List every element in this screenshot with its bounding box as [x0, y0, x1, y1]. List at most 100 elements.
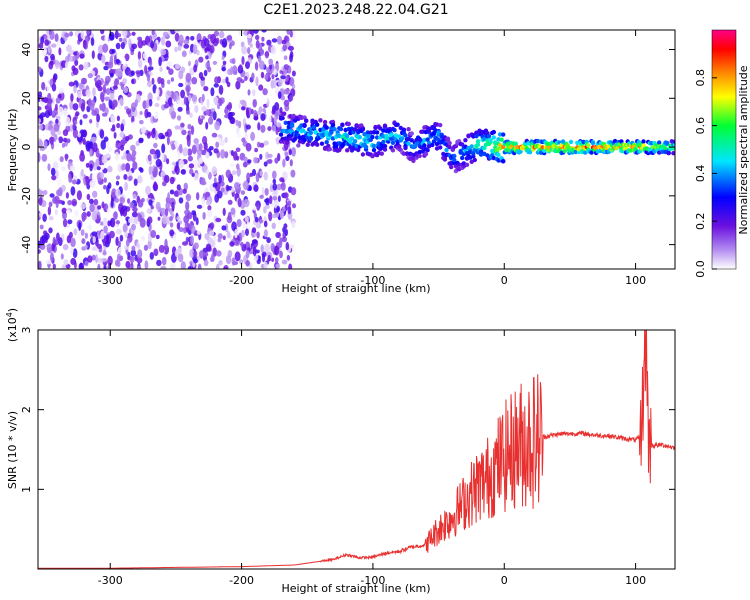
noise-blob — [286, 254, 291, 261]
noise-blob — [178, 197, 184, 204]
ridge-blob — [374, 135, 380, 140]
noise-blob — [82, 137, 86, 145]
noise-blob — [72, 103, 79, 111]
noise-blob — [252, 246, 257, 257]
spectrogram-y-ticks: -40 -20 0 20 40 — [20, 43, 675, 254]
noise-blob — [283, 55, 288, 60]
noise-blob — [53, 123, 60, 132]
noise-blob — [191, 210, 197, 216]
ridge-blob — [288, 136, 293, 141]
noise-blob — [252, 205, 257, 211]
noise-blob — [153, 181, 158, 191]
noise-blob — [217, 233, 223, 240]
noise-blob — [110, 197, 114, 208]
noise-blob — [92, 190, 98, 198]
noise-blob — [99, 129, 105, 139]
ridge-blob — [472, 157, 477, 163]
noise-blob — [139, 167, 144, 173]
noise-blob — [86, 211, 91, 217]
noise-blob — [149, 252, 154, 260]
noise-blob — [155, 87, 160, 97]
noise-blob — [223, 266, 228, 269]
noise-blob — [113, 211, 118, 220]
noise-blob — [201, 198, 205, 208]
noise-blob — [97, 263, 101, 269]
noise-blob — [110, 115, 116, 123]
ridge-blob — [449, 164, 454, 170]
noise-blob — [121, 155, 125, 160]
noise-blob — [89, 148, 93, 157]
noise-blob — [204, 232, 210, 240]
noise-blob — [153, 153, 157, 160]
ridge-blob — [491, 135, 496, 140]
colorbar-gradient — [711, 29, 737, 270]
noise-blob — [117, 246, 124, 255]
noise-blob — [101, 154, 108, 164]
noise-blob — [52, 75, 57, 84]
noise-blob — [124, 53, 130, 62]
noise-blob — [135, 70, 141, 75]
noise-blob — [147, 92, 153, 102]
noise-blob — [91, 231, 98, 236]
noise-blob — [57, 39, 61, 47]
noise-blob — [281, 39, 286, 45]
noise-blob — [160, 170, 166, 177]
ridge-blob — [278, 132, 284, 137]
ridge-blob — [379, 151, 384, 156]
noise-blob — [101, 201, 105, 209]
noise-blob — [191, 94, 198, 103]
noise-blob — [227, 101, 232, 112]
noise-blob — [166, 79, 171, 85]
noise-blob — [64, 32, 70, 38]
noise-blob — [46, 83, 51, 92]
spectrogram-x-ticks: -300 -200 -100 0 100 — [98, 30, 646, 287]
noise-blob — [111, 49, 116, 54]
snr-series-line — [38, 330, 675, 569]
noise-blob — [106, 234, 110, 244]
noise-blob — [223, 190, 228, 196]
noise-blob — [80, 203, 87, 210]
noise-blob — [147, 239, 152, 250]
ridge-blob — [420, 129, 425, 134]
noise-blob — [136, 113, 142, 120]
ridge-blob — [281, 111, 287, 116]
noise-blob — [204, 191, 211, 197]
noise-blob — [184, 221, 189, 228]
noise-blob — [167, 192, 171, 202]
noise-blob — [263, 171, 268, 181]
noise-blob — [77, 132, 82, 138]
noise-blob — [125, 238, 130, 247]
noise-blob — [275, 263, 281, 269]
noise-blob — [137, 212, 141, 219]
noise-blob — [85, 162, 90, 168]
ridge-blob — [302, 137, 307, 143]
noise-blob — [54, 195, 60, 204]
colorbar: 0.0 0.2 0.4 0.6 0.8 Normalized spectral ampl… — [694, 29, 750, 278]
ridge-blob — [330, 119, 336, 125]
noise-blob — [60, 253, 64, 260]
noise-blob — [69, 246, 74, 255]
noise-blob — [280, 95, 286, 101]
noise-blob — [137, 39, 144, 49]
noise-blob — [137, 175, 143, 184]
noise-blob — [271, 257, 275, 262]
ridge-blob — [338, 126, 344, 132]
noise-blob — [283, 88, 290, 95]
noise-blob — [153, 142, 158, 149]
noise-blob — [254, 147, 258, 153]
noise-blob — [279, 250, 283, 259]
noise-blob — [144, 65, 148, 75]
ridge-blob — [318, 118, 323, 123]
noise-blob — [205, 55, 209, 60]
noise-blob — [212, 182, 218, 188]
noise-blob — [38, 124, 44, 130]
noise-blob — [251, 227, 257, 234]
noise-blob — [107, 182, 112, 190]
noise-blob — [146, 111, 152, 118]
ridge-blob — [436, 130, 441, 135]
noise-blob — [272, 183, 278, 191]
noise-blob — [233, 182, 240, 190]
spectrogram-marks — [38, 30, 675, 269]
noise-blob — [72, 122, 76, 131]
noise-blob — [153, 166, 158, 175]
